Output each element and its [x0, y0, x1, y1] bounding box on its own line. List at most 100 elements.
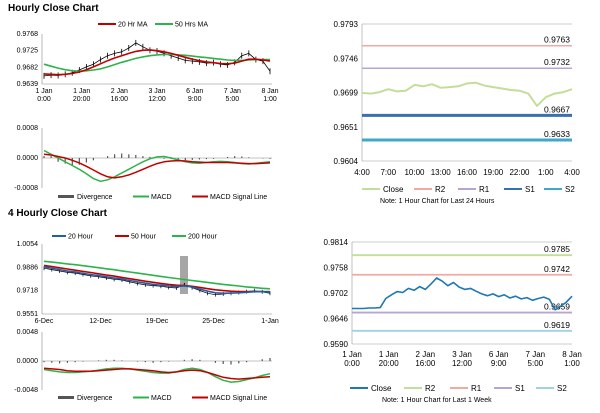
- legend-label-signal: MACD Signal Line: [210, 395, 267, 402]
- four-hourly-section-title: 4 Hourly Close Chart: [8, 208, 107, 219]
- x-tick-label: 20:00: [379, 359, 400, 368]
- y-tick-label: 0.9886: [17, 264, 39, 271]
- weekly-levels-legend: Close R2 R1 S1 S2 Note: 1 Hour Chart for…: [350, 384, 567, 404]
- x-tick-label: 19-Dec: [146, 318, 169, 325]
- y-tick-label: 0.9793: [334, 20, 359, 29]
- y-tick-label: -0.0008: [14, 185, 38, 192]
- hourly-macd-axes: 0.0008 0.0000 -0.0008: [14, 125, 272, 192]
- series-50-hour: [43, 264, 271, 293]
- legend-label-r2: R2: [425, 384, 436, 393]
- series-close: [352, 277, 573, 311]
- y-tick-label: 0.9604: [334, 157, 359, 166]
- legend-label-macd: MACD: [151, 194, 172, 201]
- weekly-levels-axes: 0.9814 0.9758 0.9702 0.9646 0.9590 1 Jan…: [324, 238, 582, 368]
- series-20hr-ma: [43, 49, 271, 76]
- x-tick-label: 16:00: [415, 359, 436, 368]
- legend-label-s2: S2: [557, 384, 567, 393]
- x-tick-label: 12:00: [452, 359, 473, 368]
- y-tick-label: 0.9768: [17, 31, 39, 38]
- x-tick-label: 4:00: [354, 168, 370, 177]
- x-tick-label: 5:00: [528, 359, 544, 368]
- legend-label-50hr-ma: 50 Hrs MA: [175, 22, 208, 29]
- x-tick-label: 8 Jan: [562, 350, 582, 359]
- y-tick-label: 0.9639: [17, 81, 39, 88]
- x-tick-label: 7:00: [380, 168, 396, 177]
- x-tick-label: 1 Jan: [73, 88, 90, 95]
- y-tick-label: 0.9551: [17, 311, 39, 318]
- chart-note: Note: 1 Hour Chart for Last 1 Week: [382, 397, 492, 404]
- series-20-hour: [43, 266, 271, 295]
- legend-label-close: Close: [371, 384, 392, 393]
- x-tick-label: 1:00: [263, 96, 277, 103]
- x-tick-label: 9:00: [491, 359, 507, 368]
- legend-label-r1: R1: [471, 384, 482, 393]
- x-tick-label: 19:00: [483, 168, 504, 177]
- y-tick-label: 0.9746: [334, 54, 359, 63]
- x-tick-label: 1 Jan: [35, 88, 52, 95]
- x-tick-label: 6-Dec: [35, 318, 54, 325]
- series-macd: [43, 149, 271, 183]
- x-tick-label: 16:00: [111, 96, 129, 103]
- x-tick-label: 3 Jan: [452, 350, 472, 359]
- x-tick-label: 4:00: [564, 168, 580, 177]
- x-tick-label: 2 Jan: [111, 88, 128, 95]
- level-label-s1: 0.9667: [544, 104, 570, 114]
- x-tick-label: 9:00: [188, 96, 202, 103]
- x-tick-label: 6 Jan: [489, 350, 509, 359]
- hourly-levels-legend: Close R2 R1 S1 S2 Note: 1 Hour Chart for…: [362, 185, 575, 205]
- y-tick-label: 1.0054: [17, 241, 39, 248]
- legend-label-macd: MACD: [151, 395, 172, 402]
- legend-label-200-hour: 200 Hour: [188, 234, 217, 241]
- x-tick-label: 10:00: [404, 168, 425, 177]
- y-tick-label: 0.9682: [17, 64, 39, 71]
- x-tick-label: 13:00: [431, 168, 452, 177]
- x-tick-label: 22:00: [509, 168, 530, 177]
- legend-label-s2: S2: [565, 185, 575, 194]
- x-tick-label: 16:00: [457, 168, 478, 177]
- legend-label-20-hour: 20 Hour: [68, 234, 94, 241]
- series-signal: [43, 367, 271, 380]
- x-tick-label: 1 Jan: [379, 350, 399, 359]
- legend-label-r2: R2: [435, 185, 446, 194]
- x-tick-label: 2 Jan: [416, 350, 436, 359]
- y-tick-label: 0.0048: [17, 329, 39, 336]
- level-label-r1: 0.9732: [544, 57, 570, 67]
- legend-label-s1: S1: [515, 384, 525, 393]
- level-label-r2: 0.9785: [544, 244, 570, 254]
- x-tick-label: 3 Jan: [148, 88, 165, 95]
- four-hourly-price-ma-chart: 20 Hour 50 Hour 200 Hour 1.0054 0.9886 0…: [17, 234, 279, 326]
- legend-label-50-hour: 50 Hour: [131, 234, 157, 241]
- x-tick-label: 25-Dec: [202, 318, 225, 325]
- x-tick-label: 1:00: [564, 359, 580, 368]
- x-tick-label: 12:00: [148, 96, 166, 103]
- y-tick-label: 0.9651: [334, 123, 359, 132]
- legend-label-close: Close: [383, 185, 404, 194]
- y-tick-label: 0.9725: [17, 48, 39, 55]
- x-tick-label: 1:00: [538, 168, 554, 177]
- level-label-r2: 0.9763: [544, 35, 570, 45]
- weekly-levels-chart: 0.9814 0.9758 0.9702 0.9646 0.9590 1 Jan…: [324, 238, 582, 404]
- x-tick-label: 1 Jan: [342, 350, 362, 359]
- series-close: [361, 81, 573, 107]
- y-tick-label: 0.9646: [324, 315, 349, 324]
- hourly-macd-legend: Divergence MACD MACD Signal Line: [58, 194, 267, 201]
- legend-label-20hr-ma: 20 Hr MA: [118, 22, 148, 29]
- y-tick-label: 0.9758: [324, 264, 349, 273]
- x-tick-label: 1-Jan: [261, 318, 279, 325]
- legend-swatch-divergence: [58, 396, 74, 399]
- x-tick-label: 12-Dec: [89, 318, 112, 325]
- four-hourly-price-legend: 20 Hour 50 Hour 200 Hour: [52, 234, 217, 241]
- y-tick-label: 0.0008: [17, 125, 39, 132]
- hourly-levels-chart: 0.9793 0.9746 0.9699 0.9651 0.9604 4:00 7…: [334, 20, 581, 205]
- level-label-r1: 0.9742: [544, 264, 570, 274]
- hourly-price-ma-chart: 20 Hr MA 50 Hrs MA 0.9768 0.9725 0.9682 …: [17, 22, 279, 104]
- hourly-levels-axes: 0.9793 0.9746 0.9699 0.9651 0.9604 4:00 7…: [334, 20, 581, 177]
- x-tick-label: 0:00: [37, 96, 51, 103]
- x-tick-label: 7 Jan: [224, 88, 241, 95]
- level-label-s2: 0.9633: [544, 129, 570, 139]
- y-tick-label: 0.9699: [334, 89, 359, 98]
- y-tick-label: 0.9590: [324, 340, 349, 349]
- hourly-macd-chart: 0.0008 0.0000 -0.0008 Divergence MACD MA…: [14, 125, 272, 201]
- series-signal: [43, 153, 271, 179]
